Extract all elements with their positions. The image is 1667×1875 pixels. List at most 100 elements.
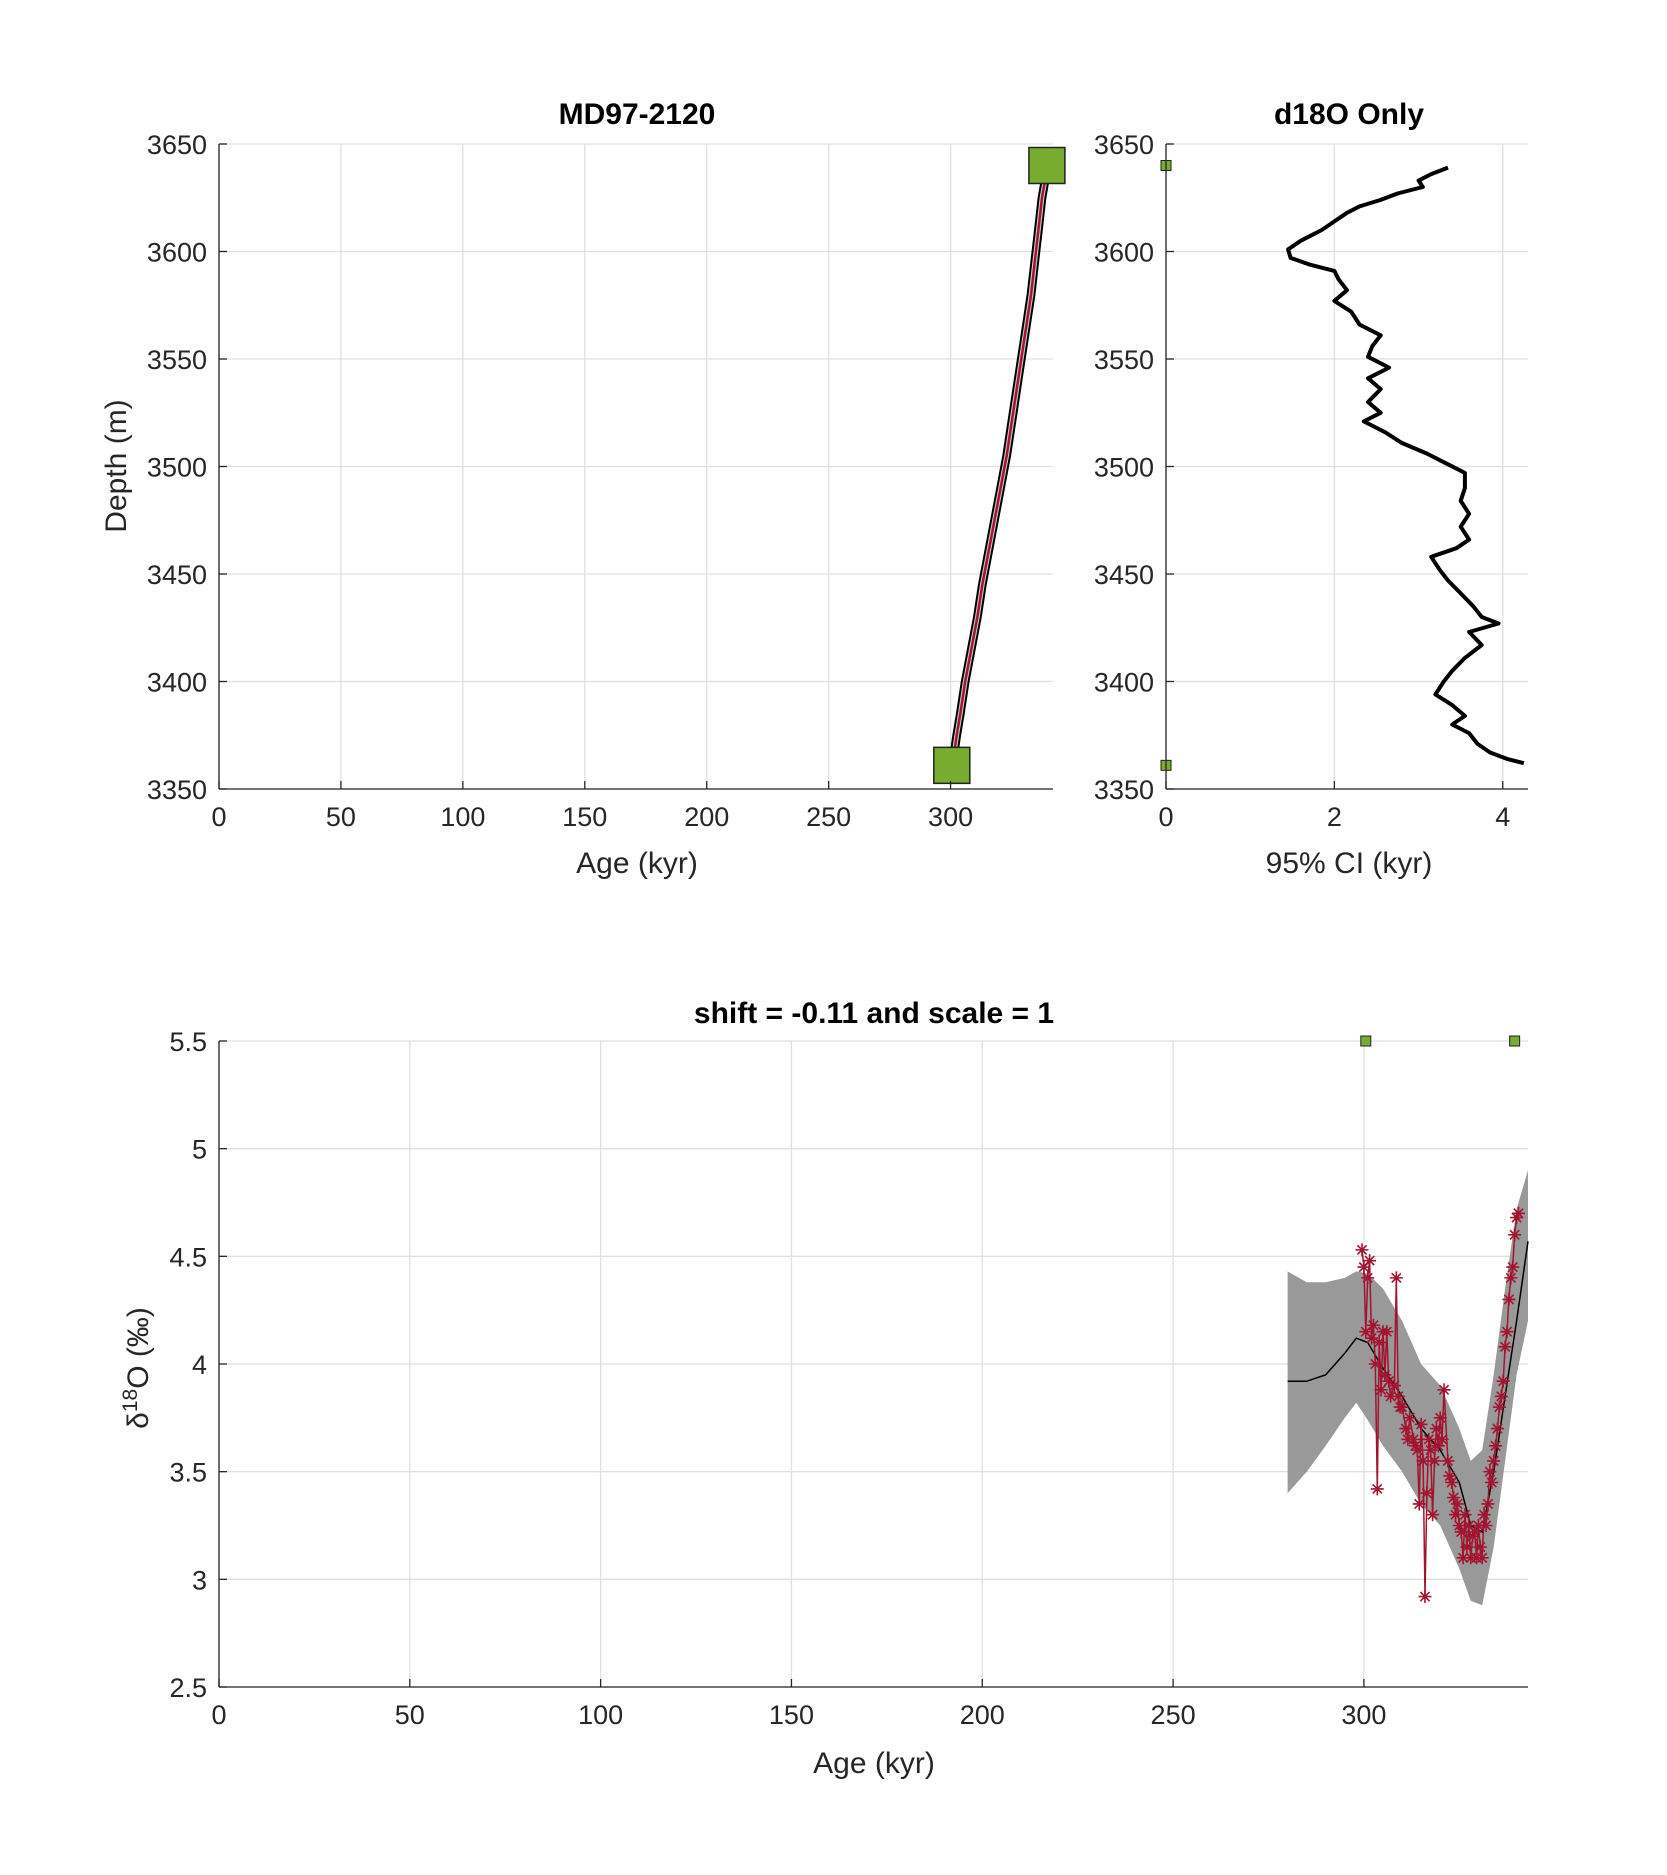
d18o-sample-point bbox=[1422, 1432, 1436, 1446]
age-depth-x-tick-label: 300 bbox=[928, 802, 973, 832]
ci-profile-x-tick-label: 2 bbox=[1327, 802, 1342, 832]
d18o-sample-point bbox=[1487, 1454, 1501, 1468]
d18o-sample-point bbox=[1372, 1335, 1386, 1349]
d18o-sample-point bbox=[1471, 1519, 1485, 1532]
d18o-sample-point bbox=[1481, 1497, 1495, 1511]
d18o-sample-point bbox=[1424, 1443, 1438, 1457]
ci-profile-y-tick-label: 3500 bbox=[1094, 453, 1154, 483]
d18o-sample-point bbox=[1374, 1383, 1388, 1397]
d18o-y-tick-label: 3 bbox=[192, 1565, 207, 1595]
d18o-sample-point bbox=[1403, 1411, 1417, 1425]
age-depth-y-tick-label: 3600 bbox=[147, 238, 207, 268]
ci-profile-x-tick-label: 4 bbox=[1495, 802, 1510, 832]
age-depth-ci-bound-line bbox=[955, 169, 1052, 762]
d18o-sample-point bbox=[1466, 1529, 1480, 1543]
d18o-sample-point bbox=[1496, 1374, 1510, 1388]
d18o-sample-point bbox=[1475, 1551, 1489, 1565]
d18o-sample-point bbox=[1510, 1211, 1524, 1225]
age-depth-ci-bound-line bbox=[948, 169, 1045, 762]
age-depth-x-tick-label: 50 bbox=[326, 802, 356, 832]
d18o-sample-point bbox=[1420, 1486, 1434, 1500]
age-depth-y-tick-label: 3650 bbox=[147, 130, 207, 160]
ci-profile-y-tick-label: 3550 bbox=[1094, 345, 1154, 375]
d18o-x-tick-label: 150 bbox=[769, 1700, 814, 1730]
age-depth-median-line bbox=[951, 169, 1049, 762]
d18o-sample-point bbox=[1460, 1540, 1474, 1554]
age-depth-panel: MD97-2120 Age (kyr) Depth (m) 0 50 100 150 2… bbox=[100, 98, 1066, 880]
age-depth-y-tick-label: 3450 bbox=[147, 560, 207, 590]
age-depth-tie-point bbox=[1028, 146, 1066, 185]
d18o-sample-point bbox=[1363, 1254, 1377, 1268]
d18o-sample-point bbox=[1458, 1508, 1472, 1522]
d18o-y-tick-label: 2.5 bbox=[169, 1673, 207, 1703]
age-depth-title: MD97-2120 bbox=[559, 98, 716, 131]
d18o-sample-point bbox=[1511, 1206, 1525, 1220]
d18o-sample-point bbox=[1498, 1340, 1512, 1354]
d18o-sample-point bbox=[1407, 1432, 1421, 1446]
ci-profile-y-tick-label: 3400 bbox=[1094, 668, 1154, 698]
age-depth-x-tick-label: 150 bbox=[562, 802, 607, 832]
age-depth-x-tick-label: 250 bbox=[806, 802, 851, 832]
d18o-sample-point bbox=[1429, 1422, 1443, 1436]
d18o-tie-point bbox=[1509, 1035, 1521, 1047]
d18o-sample-point bbox=[1492, 1400, 1506, 1414]
d18o-sample-point bbox=[1391, 1389, 1405, 1403]
age-depth-x-tick-label: 200 bbox=[684, 802, 729, 832]
d18o-sample-point bbox=[1437, 1383, 1451, 1397]
d18o-y-tick-label: 3.5 bbox=[169, 1458, 207, 1488]
d18o-sample-point bbox=[1426, 1508, 1440, 1522]
d18o-sample-point bbox=[1366, 1318, 1380, 1332]
d18o-sample-point bbox=[1368, 1357, 1382, 1371]
d18o-sample-point bbox=[1443, 1469, 1457, 1483]
d18o-sample-point bbox=[1490, 1422, 1504, 1436]
age-depth-y-tick-label: 3550 bbox=[147, 345, 207, 375]
age-depth-ylabel: Depth (m) bbox=[100, 399, 133, 532]
d18o-sample-point bbox=[1389, 1271, 1403, 1285]
d18o-sample-point bbox=[1412, 1497, 1426, 1511]
d18o-sample-point bbox=[1506, 1260, 1520, 1274]
d18o-sample-point bbox=[1416, 1454, 1430, 1468]
d18o-x-tick-label: 200 bbox=[960, 1700, 1005, 1730]
d18o-tie-point bbox=[1360, 1035, 1372, 1047]
d18o-sample-point bbox=[1468, 1525, 1482, 1539]
d18o-y-tick-label: 5.5 bbox=[169, 1027, 207, 1057]
ci-profile-line bbox=[1286, 165, 1525, 766]
d18o-sample-point bbox=[1384, 1389, 1398, 1403]
d18o-sample-point bbox=[1448, 1508, 1462, 1522]
ci-profile-xlabel: 95% CI (kyr) bbox=[1266, 847, 1433, 880]
d18o-sample-point bbox=[1378, 1368, 1392, 1382]
d18o-sample-point bbox=[1454, 1525, 1468, 1539]
d18o-y-tick-label: 5 bbox=[192, 1135, 207, 1165]
d18o-sample-point bbox=[1410, 1443, 1424, 1457]
d18o-sample-point bbox=[1445, 1475, 1459, 1489]
d18o-sample-point bbox=[1504, 1271, 1518, 1285]
d18o-x-tick-label: 300 bbox=[1341, 1700, 1386, 1730]
age-depth-x-tick-label: 0 bbox=[211, 802, 226, 832]
d18o-sample-point bbox=[1477, 1508, 1491, 1522]
age-depth-y-tick-label: 3350 bbox=[147, 775, 207, 805]
ci-profile-title: d18O Only bbox=[1274, 98, 1424, 131]
d18o-sample-point bbox=[1483, 1465, 1497, 1479]
age-depth-xlabel: Age (kyr) bbox=[576, 847, 698, 880]
d18o-sample-point bbox=[1370, 1482, 1384, 1496]
d18o-sample-point bbox=[1355, 1243, 1369, 1257]
d18o-sample-point bbox=[1485, 1475, 1499, 1489]
d18o-sample-point bbox=[1357, 1260, 1371, 1274]
ci-profile-y-tick-label: 3350 bbox=[1094, 775, 1154, 805]
d18o-x-tick-label: 50 bbox=[395, 1700, 425, 1730]
d18o-sample-point bbox=[1479, 1519, 1493, 1532]
age-depth-y-tick-label: 3400 bbox=[147, 668, 207, 698]
d18o-title: shift = -0.11 and scale = 1 bbox=[694, 997, 1054, 1030]
ci-profile-y-tick-label: 3650 bbox=[1094, 130, 1154, 160]
d18o-stack-band bbox=[1287, 1170, 1528, 1606]
d18o-sample-point bbox=[1500, 1325, 1514, 1339]
d18o-y-tick-label: 4 bbox=[192, 1350, 207, 1380]
d18o-sample-point bbox=[1508, 1228, 1522, 1242]
d18o-x-tick-label: 100 bbox=[578, 1700, 623, 1730]
ci-profile-y-tick-label: 3450 bbox=[1094, 560, 1154, 590]
d18o-sample-point bbox=[1365, 1331, 1379, 1345]
d18o-sample-point bbox=[1395, 1400, 1409, 1414]
d18o-sample-point bbox=[1382, 1374, 1396, 1388]
d18o-sample-point bbox=[1489, 1439, 1503, 1453]
